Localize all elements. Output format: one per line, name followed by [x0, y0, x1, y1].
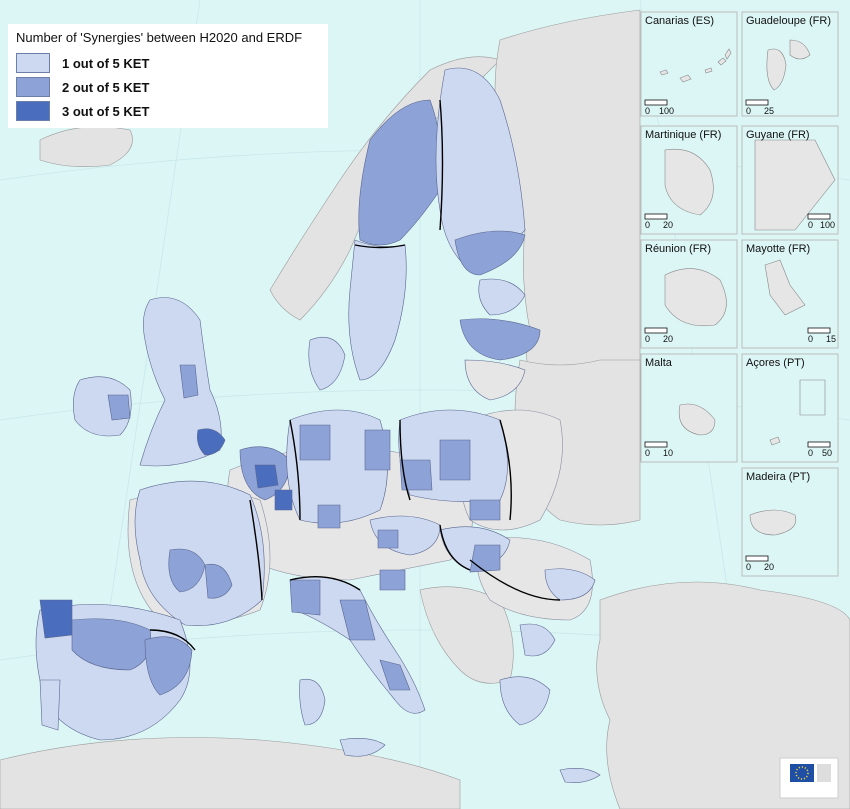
sicily — [339, 738, 386, 757]
legend-item-2: 2 out of 5 KET — [16, 76, 149, 98]
legend: Number of 'Synergies' between H2020 and … — [8, 24, 328, 128]
legend-label-3: 3 out of 5 KET — [62, 103, 150, 119]
hungary-region — [469, 544, 501, 573]
denmark — [308, 336, 346, 391]
scale-start-guyane: 0 — [808, 220, 814, 230]
scale-end-martinique: 20 — [663, 220, 674, 230]
scale-end-malta: 10 — [663, 448, 674, 458]
non-eu-land — [0, 9, 850, 809]
inset-title-mayotte: Mayotte (FR) — [746, 243, 811, 255]
scale-end-reunion: 20 — [663, 334, 674, 344]
uk-north-region — [179, 364, 199, 399]
legend-swatch-2 — [16, 77, 50, 97]
inset-guadeloupe — [741, 11, 839, 117]
inset-title-guyane: Guyane (FR) — [746, 129, 810, 141]
germany-nw-region — [299, 424, 331, 461]
sardinia — [299, 678, 326, 726]
scale-start-mayotte: 0 — [808, 334, 814, 344]
uk-ireland — [73, 297, 226, 467]
poland-central-region — [439, 439, 471, 481]
portugal-south — [39, 679, 61, 731]
nordics — [348, 67, 541, 401]
inset-title-azores: Açores (PT) — [746, 357, 805, 369]
legend-swatch-3 — [16, 101, 50, 121]
italy-south-region — [379, 659, 411, 691]
latvia — [459, 318, 541, 361]
italy — [289, 576, 426, 757]
legend-title: Number of 'Synergies' between H2020 and … — [16, 30, 303, 45]
inset-islands — [659, 39, 836, 536]
poland-west-region — [399, 459, 433, 491]
scale-start-canarias: 0 — [645, 106, 651, 116]
scale-end-mayotte: 15 — [826, 334, 837, 344]
upper-norrland — [358, 99, 442, 246]
scale-end-guyane: 100 — [820, 220, 836, 230]
inset-title-madeira: Madeira (PT) — [746, 471, 811, 483]
inset-title-canarias: Canarias (ES) — [645, 15, 715, 27]
crete — [559, 768, 601, 783]
france — [134, 480, 265, 626]
south-finland — [454, 230, 526, 276]
ireland-region — [107, 394, 131, 421]
legend-swatch-1 — [16, 53, 50, 73]
scale-end-azores: 50 — [822, 448, 833, 458]
scale-start-martinique: 0 — [645, 220, 651, 230]
scale-start-azores: 0 — [808, 448, 814, 458]
scale-start-malta: 0 — [645, 448, 651, 458]
belgium-region — [254, 464, 279, 489]
greece — [499, 676, 551, 726]
bulgaria-region — [519, 623, 556, 657]
uk-east-region — [197, 428, 226, 456]
czech-region — [377, 529, 399, 549]
legend-label-1: 1 out of 5 KET — [62, 55, 150, 71]
uk — [139, 297, 222, 467]
estonia — [478, 278, 526, 316]
scale-start-guadeloupe: 0 — [746, 106, 752, 116]
romania-region — [544, 568, 596, 601]
italy-centre-region — [339, 599, 376, 641]
legend-item-3: 3 out of 5 KET — [16, 100, 149, 122]
inset-title-martinique: Martinique (FR) — [645, 129, 722, 141]
ireland — [73, 376, 132, 437]
inset-title-guadeloupe: Guadeloupe (FR) — [746, 15, 831, 27]
germany-south-region — [317, 504, 341, 529]
legend-label-2: 2 out of 5 KET — [62, 79, 150, 95]
lithuania — [464, 359, 526, 401]
inset-scale-bars — [644, 99, 831, 562]
scale-start-madeira: 0 — [746, 562, 752, 572]
slovenia — [379, 569, 406, 591]
scale-end-madeira: 20 — [764, 562, 775, 572]
france-central-region — [204, 563, 233, 599]
italy-nw-region — [289, 579, 321, 616]
iberia — [35, 599, 193, 741]
catalonia-aragon — [144, 636, 193, 696]
scale-start-reunion: 0 — [645, 334, 651, 344]
inset-title-malta: Malta — [645, 357, 672, 369]
national-borders — [149, 99, 561, 651]
france-regions — [134, 480, 265, 626]
eu-flag-logo — [779, 757, 839, 799]
inset-title-reunion: Réunion (FR) — [645, 243, 712, 255]
west-central — [239, 336, 391, 529]
france-west-region — [168, 548, 206, 593]
germany-east-region — [364, 429, 391, 471]
scale-end-canarias: 100 — [659, 106, 675, 116]
poland-south-region — [469, 499, 501, 521]
germany-west-region — [274, 489, 293, 511]
scale-end-guadeloupe: 25 — [764, 106, 775, 116]
north-africa — [0, 737, 461, 809]
legend-item-1: 1 out of 5 KET — [16, 52, 149, 74]
galicia — [39, 599, 73, 639]
